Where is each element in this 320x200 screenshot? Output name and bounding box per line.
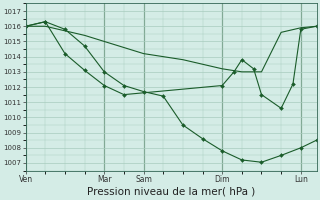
X-axis label: Pression niveau de la mer( hPa ): Pression niveau de la mer( hPa ) bbox=[87, 187, 255, 197]
